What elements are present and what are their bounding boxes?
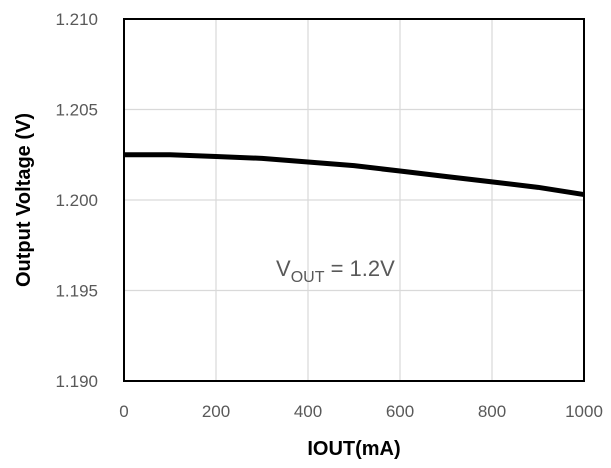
annotation-vout: VOUT = 1.2V bbox=[276, 256, 395, 286]
y-axis-title: Output Voltage (V) bbox=[13, 113, 35, 287]
x-tick-label: 800 bbox=[478, 402, 506, 421]
tick-labels: 0 200 400 600 800 1000 1.190 1.195 1.200 1.205 1.2… bbox=[55, 10, 602, 421]
y-tick-label: 1.190 bbox=[55, 372, 98, 391]
series-lines bbox=[124, 152, 585, 198]
y-tick-label: 1.195 bbox=[55, 282, 98, 301]
series-line bbox=[124, 152, 585, 198]
plot-area-frame bbox=[123, 18, 585, 382]
x-axis-title: IOUT(mA) bbox=[307, 438, 400, 460]
annotation-vout-suffix: = 1.2V bbox=[324, 256, 395, 281]
x-tick-label: 200 bbox=[202, 402, 230, 421]
x-tick-label: 600 bbox=[386, 402, 414, 421]
x-tick-label: 1000 bbox=[565, 402, 603, 421]
y-tick-label: 1.210 bbox=[55, 10, 98, 29]
y-tick-label: 1.205 bbox=[55, 101, 98, 120]
annotation-vout-subscript: OUT bbox=[291, 269, 325, 286]
annotation-vout-prefix: V bbox=[276, 256, 291, 281]
x-tick-label: 0 bbox=[119, 402, 128, 421]
x-tick-label: 400 bbox=[294, 402, 322, 421]
gridlines bbox=[123, 18, 585, 382]
y-tick-label: 1.200 bbox=[55, 191, 98, 210]
